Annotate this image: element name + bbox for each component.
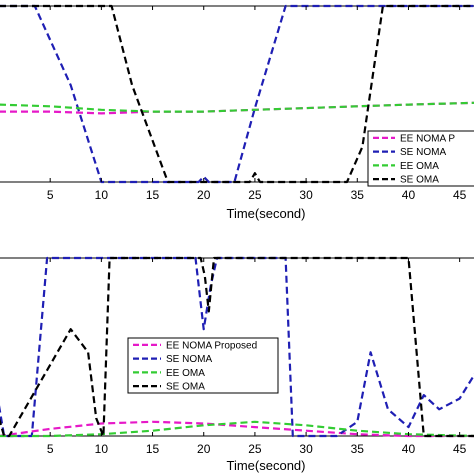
x-tick-label: 20: [197, 442, 211, 456]
legend-box: [127, 337, 279, 394]
x-tick-label: 15: [146, 442, 160, 456]
x-tick-label: 5: [47, 188, 54, 202]
series-line-se-noma: [0, 256, 474, 438]
x-axis-label: Time(second): [227, 206, 306, 221]
legend-entry-label: EE NOMA Proposed: [166, 340, 257, 351]
x-tick-label: 10: [95, 188, 109, 202]
series-line-se-noma: [0, 4, 474, 184]
chart-panel-2: 5 10 15 20 25 30 35 40 45 Time(second) EE NOMA Pro…: [0, 256, 474, 473]
x-tick-label: 20: [197, 188, 211, 202]
legend-entry-label: SE NOMA: [400, 147, 446, 158]
x-tick-label: 5: [47, 442, 54, 456]
x-axis-label: Time(second): [227, 458, 306, 473]
legend: EE NOMA Proposed SE NOMA EE OMA SE OMA: [127, 337, 279, 394]
legend-entry-label: EE NOMA P: [400, 133, 455, 144]
x-tick-label: 10: [95, 442, 109, 456]
x-tick-label: 35: [351, 442, 365, 456]
x-tick-label: 35: [351, 188, 365, 202]
x-tick-label: 15: [146, 188, 160, 202]
x-tick-label: 30: [299, 442, 313, 456]
x-tick-label: 45: [453, 442, 467, 456]
legend-box: [367, 130, 474, 187]
series-line-ee-noma-proposed: [0, 420, 474, 438]
legend-entry-label: SE OMA: [400, 175, 439, 186]
legend-entry-label: EE OMA: [166, 368, 205, 379]
legend-entry-label: SE NOMA: [166, 354, 212, 365]
legend-entry-label: EE OMA: [400, 161, 439, 172]
legend-entry-label: SE OMA: [166, 382, 205, 393]
x-tick-label: 30: [299, 188, 313, 202]
x-tick-label: 40: [402, 442, 416, 456]
chart-panel-1: 5 10 15 20 25 30 35 40 45 Time(second) EE NOMA P SE…: [0, 4, 474, 221]
legend: EE NOMA P SE NOMA EE OMA SE OMA: [367, 130, 474, 187]
x-tick-label: 25: [248, 188, 262, 202]
x-tick-label: 25: [248, 442, 262, 456]
x-tick-label: 40: [402, 188, 416, 202]
x-tick-label: 45: [453, 188, 467, 202]
